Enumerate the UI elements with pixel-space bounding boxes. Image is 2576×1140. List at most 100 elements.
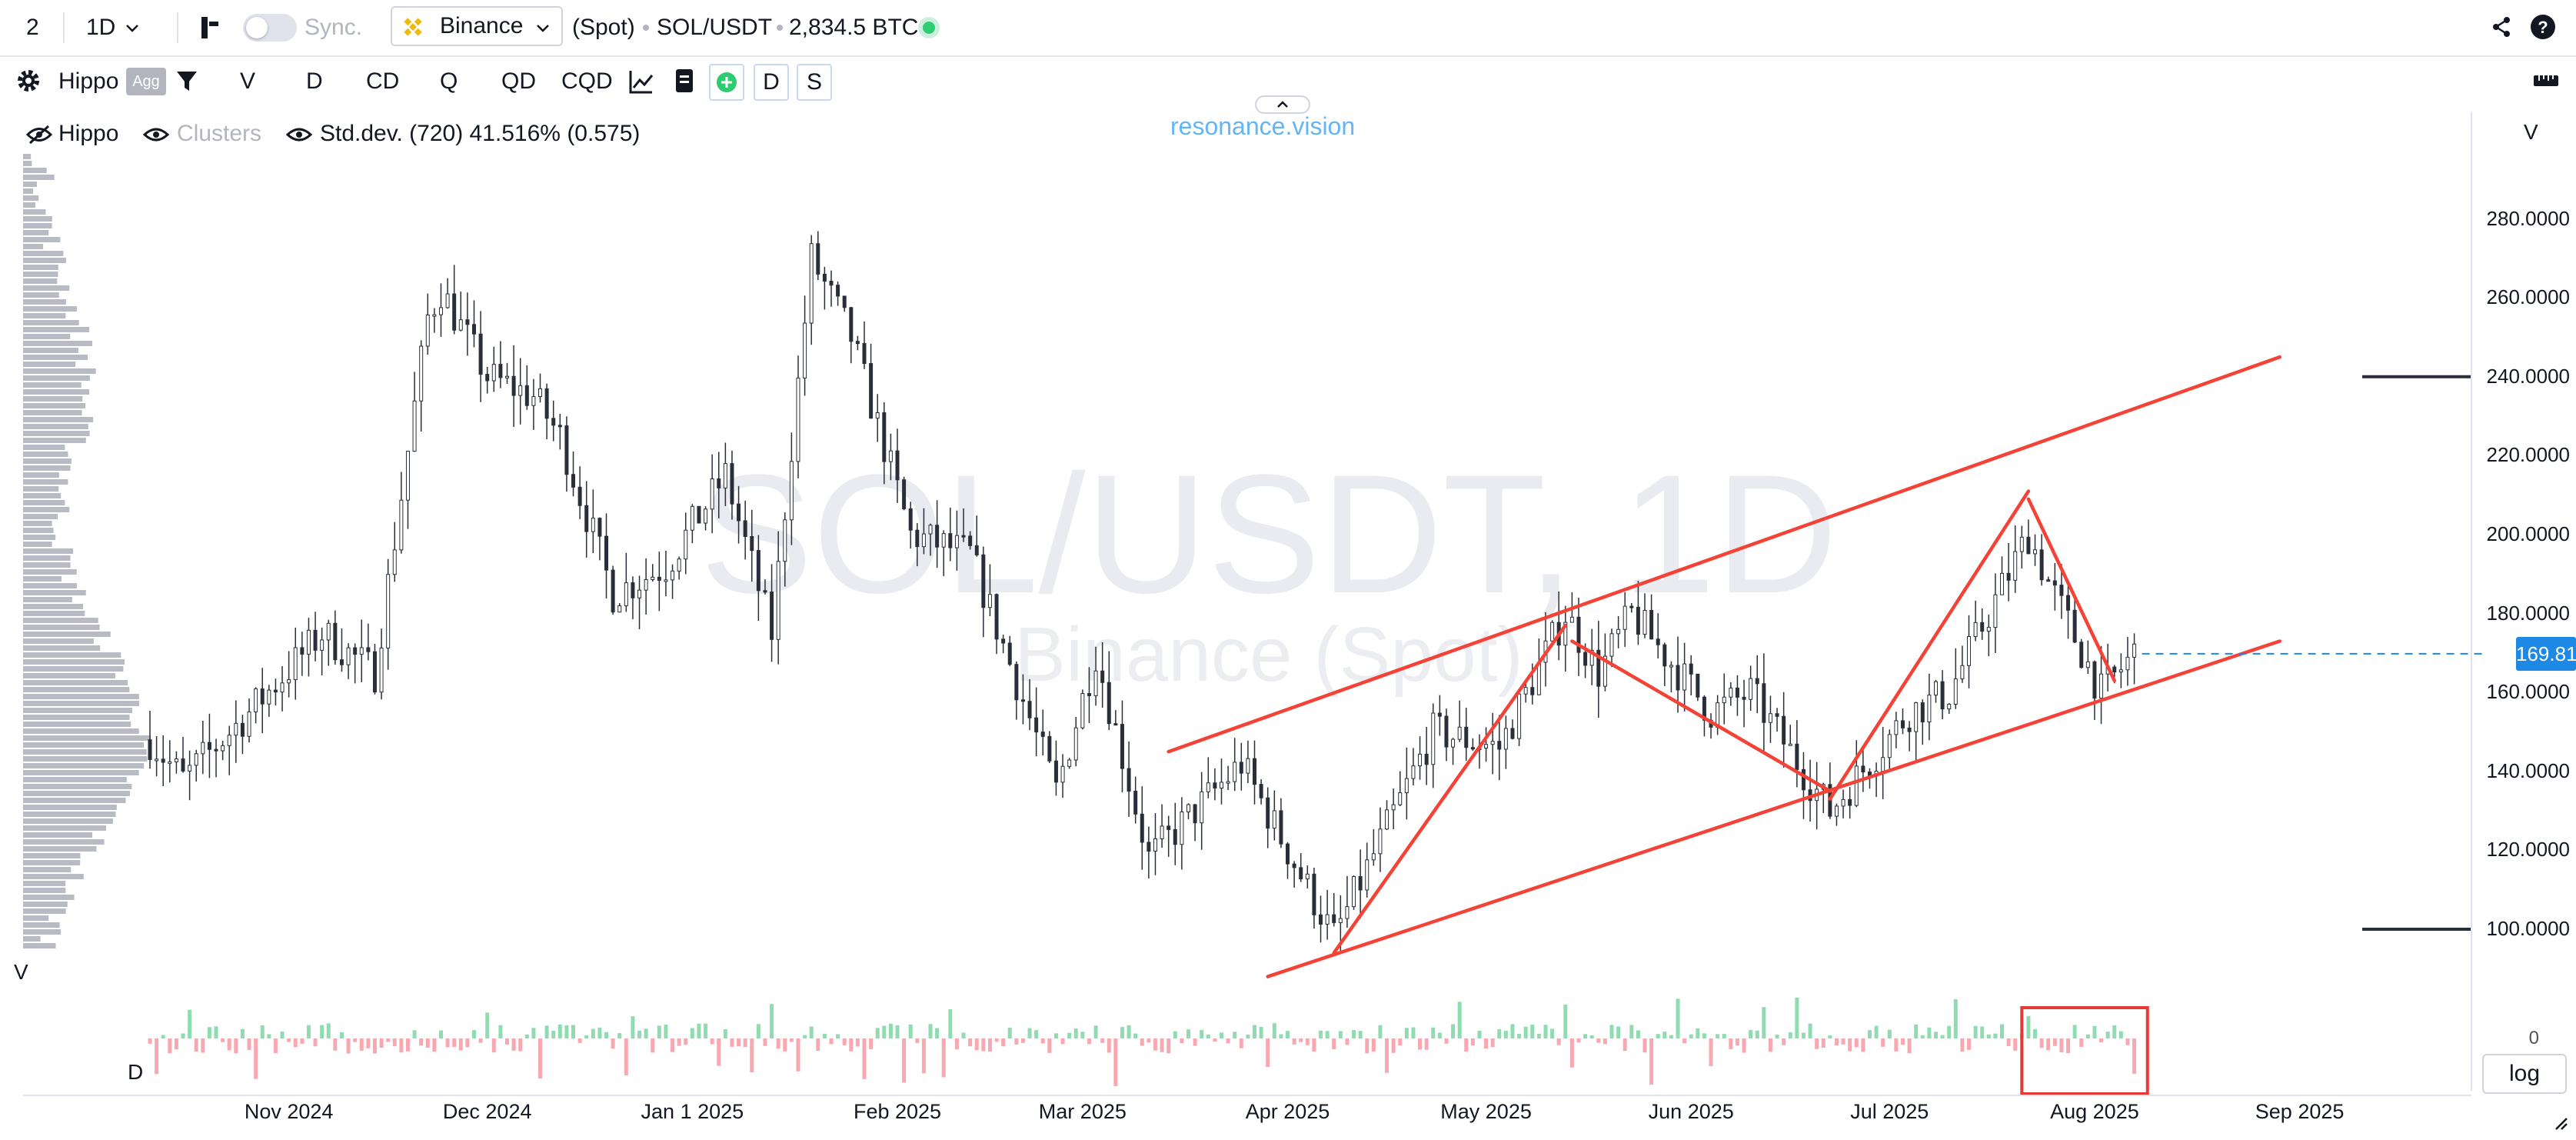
eye-icon[interactable] xyxy=(143,126,169,143)
mode-qd[interactable]: QD xyxy=(501,68,536,94)
mode-cd[interactable]: CD xyxy=(366,68,400,94)
volume-bar xyxy=(1517,1033,1522,1038)
s-button[interactable]: S xyxy=(797,64,832,101)
wave-2-line[interactable] xyxy=(1570,639,1832,793)
volume-bar xyxy=(1874,1025,1879,1038)
channel-upper-line[interactable] xyxy=(1167,355,2282,754)
d-button[interactable]: D xyxy=(754,64,789,101)
profile-bar xyxy=(23,327,90,332)
volume-bar xyxy=(2112,1025,2117,1038)
volume-bar xyxy=(862,1038,867,1079)
volume-bar xyxy=(1206,1034,1210,1038)
share-icon[interactable] xyxy=(2490,15,2513,38)
mode-d[interactable]: D xyxy=(306,68,323,94)
profile-bar xyxy=(23,410,82,415)
candle xyxy=(849,306,854,364)
mode-cqd[interactable]: CQD xyxy=(561,68,613,94)
trend-drawings[interactable] xyxy=(1167,355,2282,978)
candle xyxy=(1729,682,1733,706)
mode-v[interactable]: V xyxy=(240,68,256,94)
volume-bar xyxy=(221,1038,225,1042)
volume-bar xyxy=(1729,1038,1733,1049)
candle xyxy=(974,515,979,557)
eye-icon[interactable] xyxy=(286,126,312,143)
volume-bar xyxy=(491,1038,496,1053)
volume-bar xyxy=(346,1038,351,1054)
profile-bar xyxy=(23,438,86,443)
candle xyxy=(1629,602,1634,613)
agg-badge[interactable]: Agg xyxy=(126,68,166,95)
gear-icon[interactable] xyxy=(15,68,42,94)
profile-bar xyxy=(23,812,116,817)
volume-bar xyxy=(1213,1038,1217,1042)
volume-bar xyxy=(524,1034,529,1038)
legend-hippo[interactable]: Hippo xyxy=(58,121,119,146)
resize-handle-icon[interactable] xyxy=(2551,1114,2568,1131)
wave-3-line[interactable] xyxy=(1828,489,2031,801)
log-scale-button[interactable]: log xyxy=(2482,1054,2567,1094)
wave-1-line[interactable] xyxy=(1332,623,1568,955)
volume-bar xyxy=(181,1033,185,1038)
brand-label: resonance.vision xyxy=(1170,112,1356,140)
candle xyxy=(1272,790,1276,841)
volume-bar xyxy=(1709,1038,1713,1066)
candle xyxy=(1352,875,1356,910)
profile-bar xyxy=(23,479,68,485)
exchange-selector[interactable]: Binance xyxy=(391,6,563,46)
filter-icon[interactable] xyxy=(175,69,198,94)
volume-bar xyxy=(1947,1025,1952,1038)
interval-selector[interactable]: 1D xyxy=(86,11,155,45)
volume-bar xyxy=(1933,1032,1938,1038)
candle xyxy=(280,665,285,712)
add-indicator-button[interactable] xyxy=(709,64,744,101)
candle xyxy=(221,741,225,761)
candle xyxy=(1180,797,1184,870)
help-icon[interactable]: ? xyxy=(2530,14,2556,40)
candle xyxy=(1147,826,1151,879)
volume-bar xyxy=(1113,1038,1118,1087)
candle xyxy=(379,628,384,700)
candle xyxy=(591,489,595,554)
wave-4-line[interactable] xyxy=(2026,497,2116,683)
profile-bar xyxy=(23,888,66,893)
candle xyxy=(339,628,344,672)
profile-bar xyxy=(23,382,82,388)
eye-off-icon[interactable] xyxy=(26,125,52,145)
candle xyxy=(1768,695,1772,743)
document-icon[interactable] xyxy=(674,68,695,95)
candle xyxy=(491,346,496,392)
mode-q[interactable]: Q xyxy=(440,68,458,94)
candle xyxy=(1470,738,1475,752)
volume-bar xyxy=(1007,1028,1012,1038)
candle xyxy=(1067,758,1072,769)
indicator-name[interactable]: Hippo xyxy=(58,68,119,94)
volume-bar xyxy=(849,1038,854,1052)
volume-bar xyxy=(961,1032,966,1038)
price-tick-label: 200.0000 xyxy=(2486,522,2570,545)
candle xyxy=(326,619,331,666)
profile-bar xyxy=(23,362,76,367)
volume-bar xyxy=(611,1038,615,1049)
volume-highlight-box[interactable] xyxy=(2020,1006,2149,1095)
candle xyxy=(1133,776,1138,824)
sync-toggle[interactable] xyxy=(243,14,297,42)
symbol-pair[interactable]: SOL/USDT xyxy=(657,15,773,40)
line-chart-icon[interactable] xyxy=(627,68,655,95)
volume-bar xyxy=(412,1030,417,1038)
volume-bar xyxy=(201,1038,205,1053)
volume-bar xyxy=(1762,1007,1766,1038)
volume-bar xyxy=(855,1038,860,1047)
candle xyxy=(557,413,562,450)
legend-clusters[interactable]: Clusters xyxy=(177,121,262,146)
chevron-up-icon xyxy=(1277,101,1288,108)
volume-bar xyxy=(498,1025,503,1038)
ruler-icon[interactable] xyxy=(2533,72,2559,89)
volume-bar xyxy=(1768,1038,1772,1052)
chart-type-icon[interactable] xyxy=(198,14,221,42)
layout-count[interactable]: 2 xyxy=(26,15,39,40)
channel-lower-line[interactable] xyxy=(1266,639,2282,978)
volume-bar xyxy=(1437,1032,1442,1038)
collapse-toolbar-button[interactable] xyxy=(1255,95,1310,114)
candle xyxy=(1716,695,1720,735)
